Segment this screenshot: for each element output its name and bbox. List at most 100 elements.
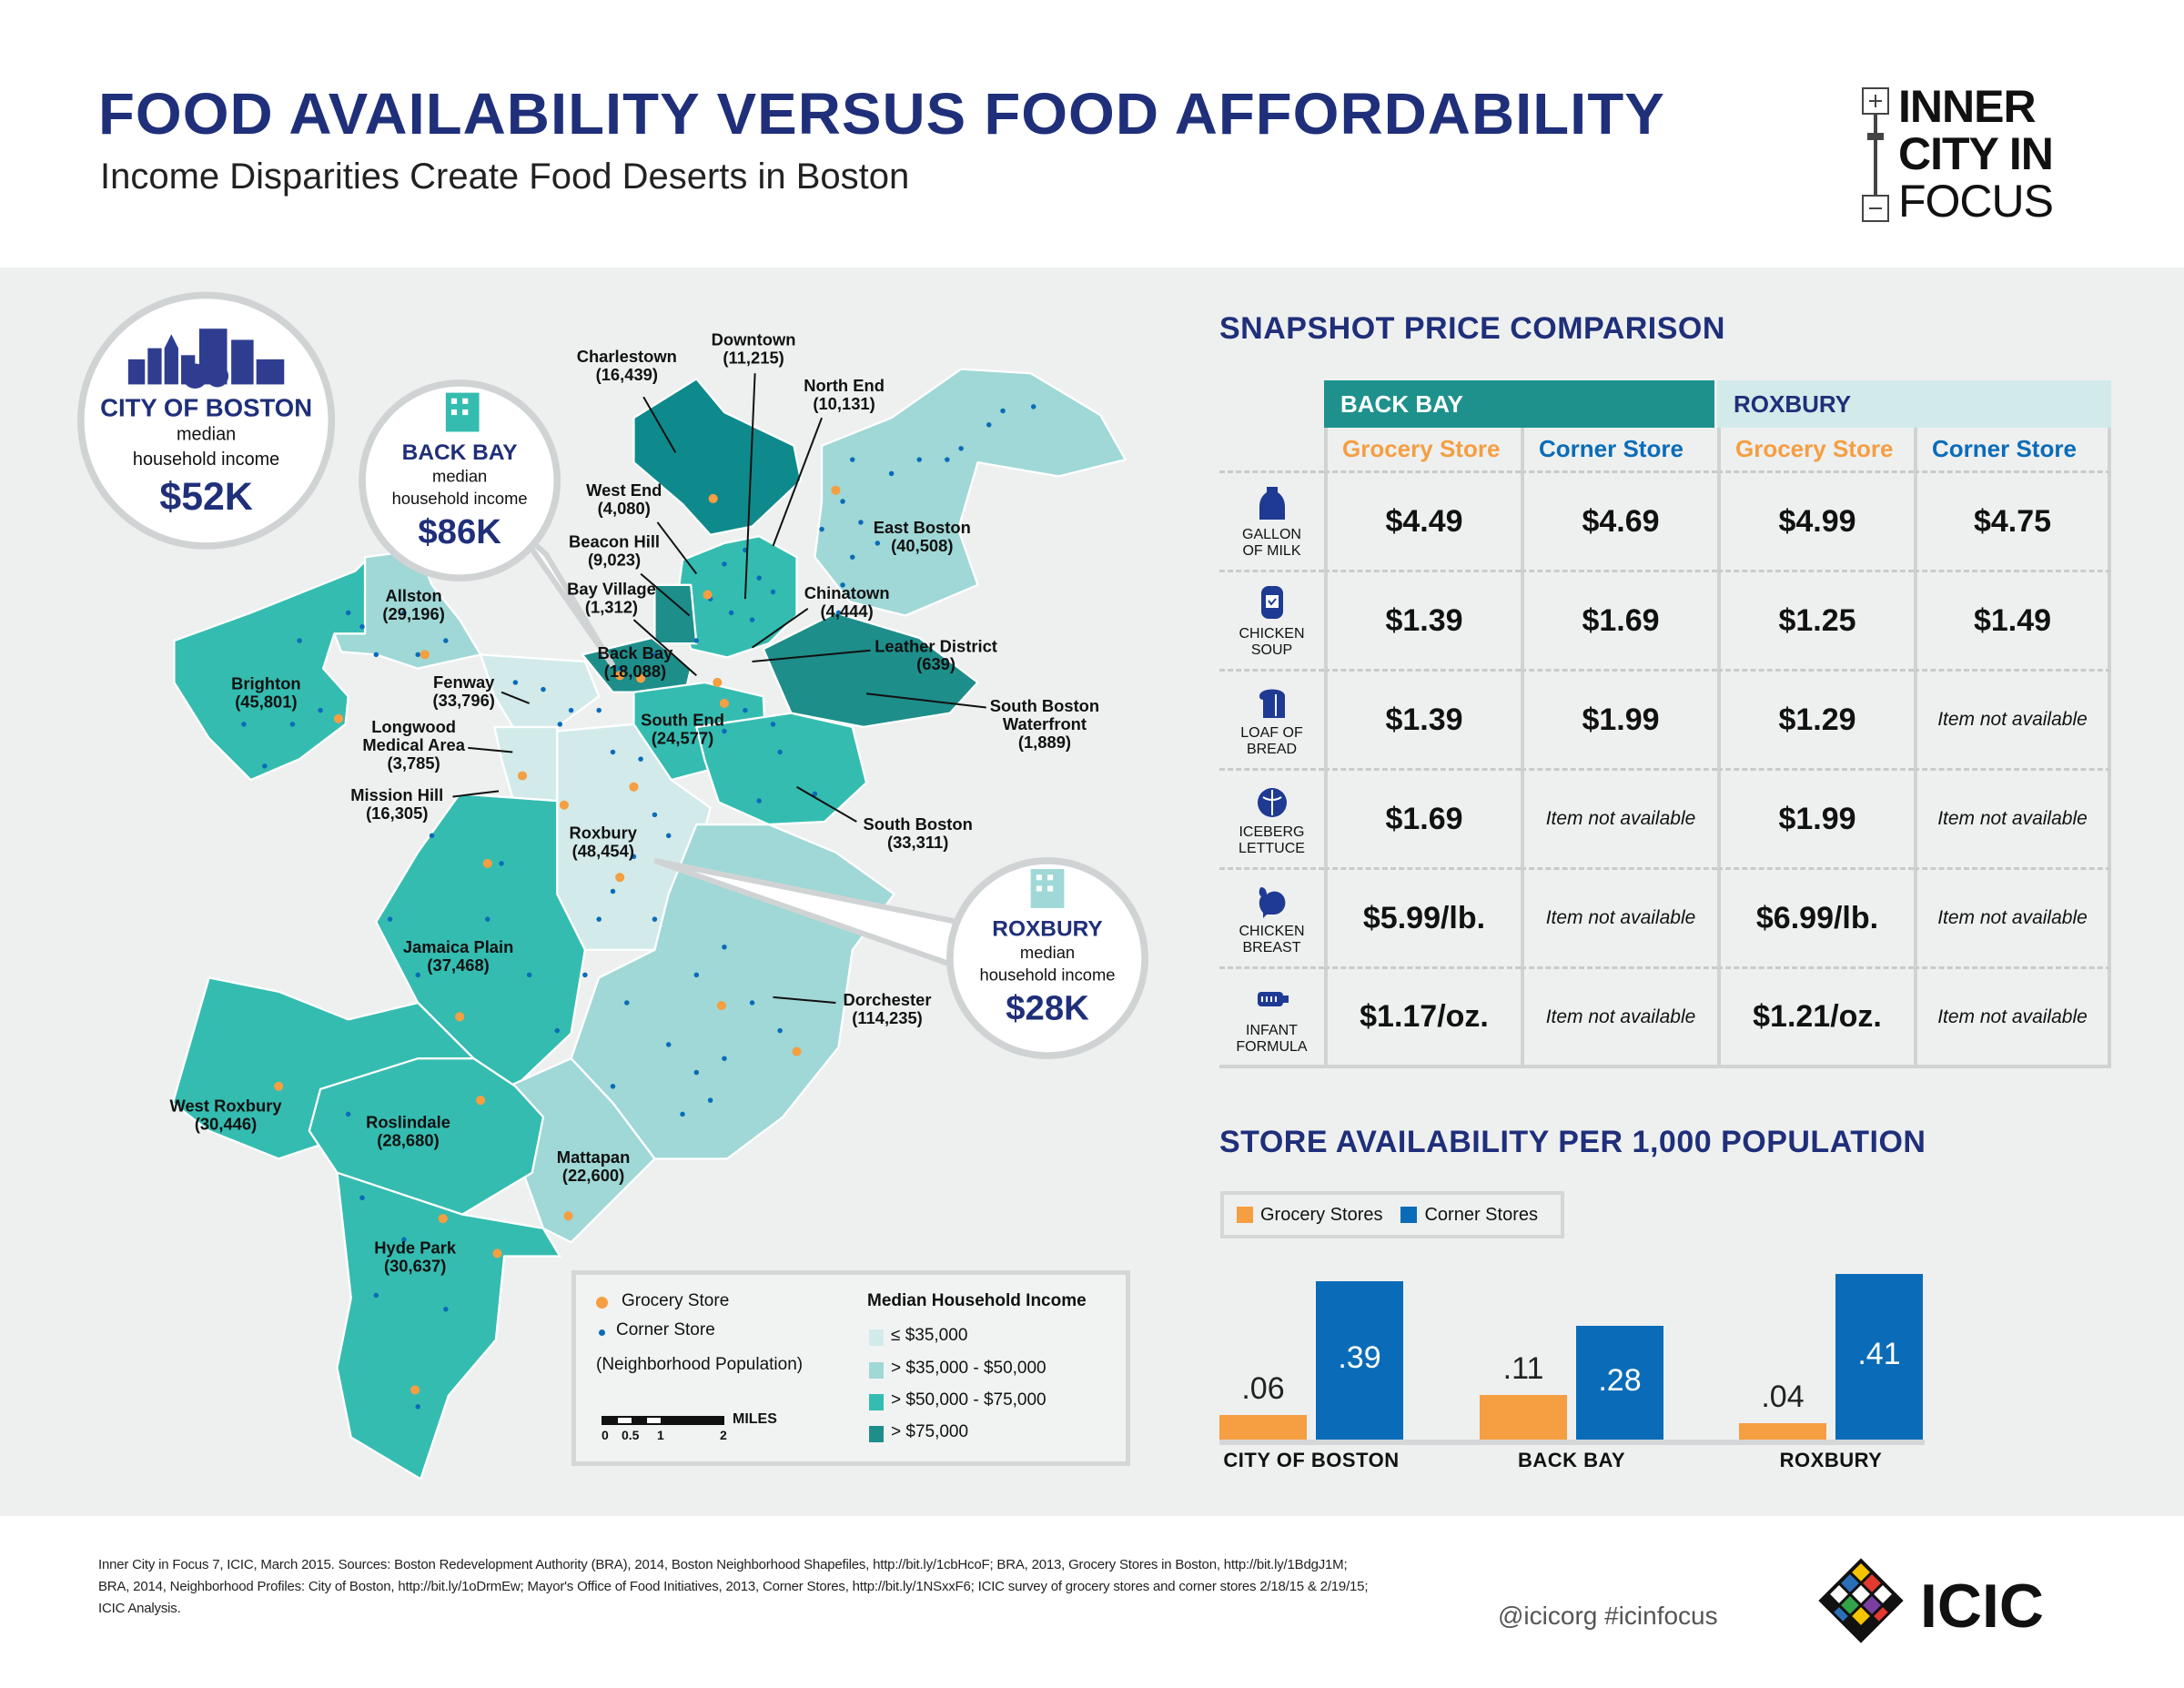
neighborhood-name: Beacon Hill xyxy=(569,531,660,551)
neighborhood-name: Roslindale xyxy=(366,1113,450,1132)
region-south-boston xyxy=(695,712,868,826)
corner-store-dot xyxy=(875,541,881,546)
data-label: .28 xyxy=(1598,1362,1642,1398)
corner-store-dot xyxy=(756,798,762,804)
grocery-store-dot xyxy=(713,677,723,688)
scale-unit: MILES xyxy=(733,1411,777,1427)
legend-corner-stores: Corner Stores xyxy=(1424,1204,1538,1225)
item-name: ICEBERG xyxy=(1239,824,1305,840)
scale-tick: 0 xyxy=(602,1428,609,1442)
milk-jug-icon xyxy=(1259,487,1285,520)
item-name: FORMULA xyxy=(1236,1038,1308,1055)
store-type-header: Grocery Store xyxy=(1324,428,1521,473)
price-cell: Item not available xyxy=(1914,672,2111,771)
price-cell: $1.21/oz. xyxy=(1717,969,1914,1068)
bar-corner xyxy=(1835,1273,1923,1440)
price-cell: Item not available xyxy=(1914,870,2111,969)
corner-store-dot xyxy=(415,1404,420,1410)
neighborhood-population: (4,080) xyxy=(598,499,651,518)
data-label: .39 xyxy=(1338,1340,1381,1376)
neighborhood-name: Mission Hill xyxy=(350,785,443,804)
item-name: BREAST xyxy=(1242,940,1301,955)
corner-store-dot xyxy=(693,638,700,643)
neighborhood-population: (45,801) xyxy=(235,692,297,712)
building-icon xyxy=(1030,869,1065,908)
corner-store-dot xyxy=(945,457,950,462)
corner-store-dot xyxy=(499,861,504,866)
grocery-store-dot xyxy=(792,1046,802,1056)
callout-roxbury xyxy=(653,857,1148,1059)
grocery-store-dot xyxy=(615,671,625,681)
icic-wordmark: ICIC xyxy=(1920,1572,2044,1641)
callout-title: ROXBURY xyxy=(992,917,1102,942)
logo-line: CITY IN xyxy=(1898,128,2054,179)
price-cell: $5.99/lb. xyxy=(1324,870,1521,969)
chart-title: STORE AVAILABILITY PER 1,000 POPULATION xyxy=(1219,1125,1926,1159)
grocery-store-dot xyxy=(492,1248,502,1258)
neighborhood-population: (33,796) xyxy=(433,691,495,710)
price-comparison-title: SNAPSHOT PRICE COMPARISON xyxy=(1219,311,1725,346)
corner-store-dot xyxy=(652,812,658,818)
corner-store-dot xyxy=(262,763,268,769)
corner-store-dot xyxy=(443,638,449,643)
grocery-store-dot xyxy=(274,1081,284,1091)
callout-title: CITY OF BOSTON xyxy=(100,394,312,422)
corner-store-dot xyxy=(849,457,855,462)
grocery-store-dot xyxy=(455,1012,465,1022)
neighborhood-name: North End xyxy=(804,376,885,395)
neighborhood-name: Chinatown xyxy=(804,583,890,602)
legend-grocery-stores: Grocery Stores xyxy=(1260,1204,1383,1225)
neighborhood-population: (114,235) xyxy=(852,1008,923,1027)
logo-line: INNER xyxy=(1898,81,2037,132)
corner-store-dot xyxy=(728,610,734,616)
neighborhood-name: Charlestown xyxy=(577,347,677,366)
icic-logo: ICIC xyxy=(1811,1551,2066,1653)
corner-store-dot xyxy=(819,526,824,532)
grocery-store-dot xyxy=(476,1096,486,1106)
grocery-store-dot xyxy=(438,1214,448,1224)
bar-corner xyxy=(1576,1326,1663,1440)
item-label: CHICKEN BREAST xyxy=(1219,870,1324,969)
legend-income-bin: ≤ $35,000 xyxy=(891,1326,968,1345)
corner-store-dot xyxy=(359,1195,365,1201)
corner-store-dot xyxy=(387,916,393,922)
store-type-header: Corner Store xyxy=(1521,428,1717,473)
corner-store-dot xyxy=(749,617,755,622)
callout-title: BACK BAY xyxy=(402,440,518,465)
neighborhood-population: (10,131) xyxy=(813,394,875,413)
leader-lines xyxy=(452,373,986,1004)
corner-store-dot xyxy=(610,749,616,755)
chart-legend: Grocery Stores Corner Stores xyxy=(1220,1191,1564,1238)
corner-store-dot xyxy=(707,1097,713,1103)
bar-grocery xyxy=(1219,1415,1307,1440)
legend-corner: Corner Store xyxy=(616,1320,715,1339)
baby-bottle-icon xyxy=(1257,991,1289,1006)
price-cell: Item not available xyxy=(1521,969,1717,1068)
neighborhood-name: South Boston xyxy=(864,814,973,834)
corner-store-dot xyxy=(568,707,574,713)
swatch xyxy=(1400,1207,1418,1223)
price-cell: $6.99/lb. xyxy=(1717,870,1914,969)
corner-store-dot xyxy=(415,972,420,978)
corner-store-dot xyxy=(596,707,602,713)
corner-store-dot xyxy=(770,722,776,727)
data-label: .41 xyxy=(1857,1336,1901,1371)
corner-store-dot xyxy=(722,561,727,567)
neighborhood-population: (16,305) xyxy=(366,804,428,823)
price-table: BACK BAY ROXBURY Grocery Store Corner St… xyxy=(1219,380,2111,1068)
area-header-back-bay: BACK BAY xyxy=(1324,380,1714,428)
store-type-header: Corner Store xyxy=(1914,428,2111,473)
grocery-store-dot xyxy=(410,1385,420,1395)
x-axis xyxy=(1219,1440,1925,1445)
area-header-roxbury: ROXBURY xyxy=(1717,380,2111,428)
neighborhood-name: West End xyxy=(586,480,662,500)
callout-value: $86K xyxy=(418,512,501,551)
corner-store-dot xyxy=(297,638,302,643)
legend-grocery: Grocery Store xyxy=(622,1291,730,1310)
grocery-store-dot xyxy=(517,771,528,781)
price-cell: $1.69 xyxy=(1521,572,1717,672)
corner-store-dot xyxy=(840,582,845,588)
plus-minus-bar-icon xyxy=(1862,87,1889,222)
price-cell: $4.99 xyxy=(1717,473,1914,572)
corner-store-dot xyxy=(749,1000,755,1006)
